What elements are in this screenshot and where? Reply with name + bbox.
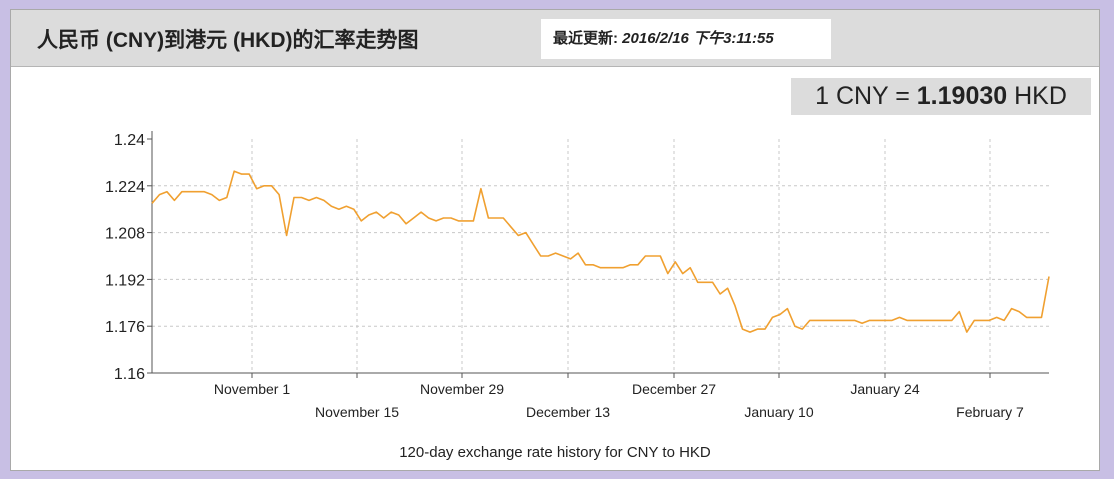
x-tick-label: December 27 xyxy=(632,381,716,397)
chart-panel: 人民币 (CNY)到港元 (HKD)的汇率走势图 最近更新: 2016/2/16… xyxy=(10,9,1100,471)
last-updated: 最近更新: 2016/2/16 下午3:11:55 xyxy=(541,19,831,59)
current-rate-box: 1 CNY = 1.19030 HKD xyxy=(791,78,1091,115)
y-tick-label: 1.176 xyxy=(105,319,145,336)
y-tick-label: 1.192 xyxy=(105,272,145,289)
last-updated-label: 最近更新: xyxy=(553,30,618,47)
x-tick-label: February 7 xyxy=(956,404,1024,420)
x-tick-label: November 15 xyxy=(315,404,399,420)
chart-title: 人民币 (CNY)到港元 (HKD)的汇率走势图 xyxy=(37,29,419,52)
y-tick-label: 1.24 xyxy=(114,132,145,149)
rate-suffix: HKD xyxy=(1007,82,1067,110)
x-tick-label: November 1 xyxy=(214,381,290,397)
exchange-rate-chart: 1.24 1.224 1.208 1.192 1.176 1.16 November 1 No… xyxy=(105,131,1050,420)
rate-value: 1.19030 xyxy=(916,82,1008,110)
y-tick-label: 1.224 xyxy=(105,179,145,196)
chart-caption: 120-day exchange rate history for CNY to… xyxy=(399,444,711,461)
x-tick-label: December 13 xyxy=(526,404,610,420)
last-updated-value: 2016/2/16 下午3:11:55 xyxy=(622,30,774,47)
series-line xyxy=(151,170,1050,333)
y-tick-label: 1.208 xyxy=(105,226,145,243)
x-tick-label: January 10 xyxy=(744,404,813,420)
x-tick-label: November 29 xyxy=(420,381,504,397)
y-tick-label: 1.16 xyxy=(114,366,145,383)
rate-prefix: 1 CNY = xyxy=(815,82,917,110)
x-tick-label: January 24 xyxy=(850,381,919,397)
chart-header: 人民币 (CNY)到港元 (HKD)的汇率走势图 最近更新: 2016/2/16… xyxy=(11,10,1099,67)
